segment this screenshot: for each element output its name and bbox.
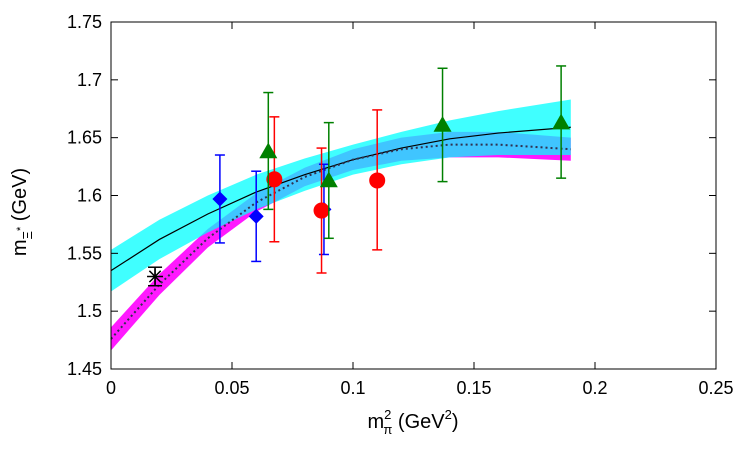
data-point-circle <box>369 109 386 251</box>
circle-marker <box>266 171 283 188</box>
axis-ticks: 0 0.05 0.1 0.15 0.2 0.25 1.45 1.5 1.55 1.6 1.65 1.7… <box>67 12 734 398</box>
circle-marker <box>369 172 386 189</box>
data-point-diamond <box>212 154 228 244</box>
x-axis-label: m2 π (GeV2) <box>367 407 458 437</box>
y-tick-label: 1.7 <box>77 70 102 90</box>
y-axis-label-base: m <box>9 239 31 256</box>
y-tick-label: 1.6 <box>77 186 102 206</box>
y-axis-label-sub-sup: * <box>15 226 27 231</box>
y-axis-label-sub: Ξ <box>20 231 35 239</box>
x-axis-label-base: m <box>367 411 384 433</box>
data-point-asterisk <box>147 266 164 287</box>
x-tick-label: 0.2 <box>582 378 607 398</box>
x-tick-label: 0 <box>106 378 116 398</box>
data-point-circle <box>313 147 330 274</box>
y-tick-label: 1.55 <box>67 243 102 263</box>
y-tick-label: 1.65 <box>67 128 102 148</box>
data-point-diamond <box>248 170 264 263</box>
fit-bands <box>111 99 571 351</box>
y-axis-label: mΞ* (GeV) <box>9 168 35 256</box>
x-tick-label: 0.1 <box>340 378 365 398</box>
diamond-marker <box>248 208 264 224</box>
data-point-triangle <box>552 65 571 179</box>
fit-band-cyan <box>111 99 571 292</box>
data-point-triangle <box>259 91 278 211</box>
diamond-marker <box>212 191 228 207</box>
x-tick-label: 0.15 <box>456 378 491 398</box>
x-axis-label-sub: π <box>383 422 392 437</box>
y-axis-label-unit: (GeV) <box>9 168 31 227</box>
x-axis-label-sup: 2 <box>384 407 391 422</box>
data-point-triangle <box>319 121 338 240</box>
asterisk-stroke <box>148 270 162 283</box>
x-tick-label: 0.05 <box>214 378 249 398</box>
x-tick-label: 0.25 <box>698 378 733 398</box>
triangle-marker <box>552 113 571 130</box>
triangle-marker <box>259 142 278 159</box>
circle-marker <box>313 202 330 219</box>
triangle-marker <box>433 115 452 132</box>
plot-frame <box>110 21 717 370</box>
data-point-triangle <box>433 67 452 183</box>
x-axis-label-unit-sup: 2 <box>445 407 452 422</box>
y-tick-label: 1.45 <box>67 359 102 379</box>
data-point-circle <box>266 116 283 243</box>
x-axis-label-unit-prefix: (GeV <box>392 411 445 433</box>
y-tick-label: 1.5 <box>77 301 102 321</box>
x-axis-label-unit-suffix: ) <box>452 411 459 433</box>
data-points <box>147 65 571 287</box>
triangle-marker <box>319 171 338 188</box>
y-tick-label: 1.75 <box>67 12 102 32</box>
